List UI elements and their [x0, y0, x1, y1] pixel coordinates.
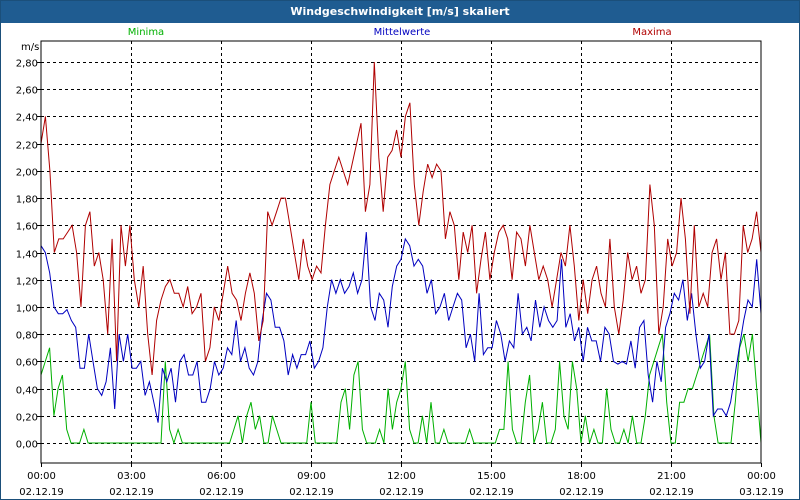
x-tick-date-label: 03.12.19: [739, 487, 784, 498]
x-tick-time-label: 06:00: [207, 471, 236, 482]
legend-mittelwerte: Mittelwerte: [374, 27, 431, 38]
series-line-maxima: [40, 61, 762, 376]
y-axis-label: m/s: [21, 42, 39, 53]
y-tick-label: 2,80: [16, 59, 38, 70]
x-tick-date-label: 02.12.19: [199, 487, 244, 498]
x-tick-time-label: 21:00: [657, 471, 686, 482]
x-tick-date-label: 02.12.19: [379, 487, 424, 498]
x-tick-date-label: 02.12.19: [469, 487, 514, 498]
legend-minima: Minima: [128, 27, 164, 38]
y-tick-label: 2,20: [16, 141, 38, 152]
y-tick-label: 0,60: [16, 358, 38, 369]
x-tick-date-label: 02.12.19: [19, 487, 64, 498]
y-tick-label: 0,40: [16, 386, 38, 397]
y-tick-label: 1,40: [16, 250, 38, 261]
x-tick-date-label: 02.12.19: [559, 487, 604, 498]
y-tick-label: 1,20: [16, 277, 38, 288]
x-tick-time-label: 15:00: [477, 471, 506, 482]
x-tick-time-label: 09:00: [297, 471, 326, 482]
series-line-minima: [40, 333, 762, 445]
x-tick-time-label: 00:00: [747, 471, 776, 482]
y-tick-label: 1,00: [16, 304, 38, 315]
y-tick-label: 0,20: [16, 413, 38, 424]
x-tick-time-label: 12:00: [387, 471, 416, 482]
y-tick-label: 2,00: [16, 168, 38, 179]
x-tick-date-label: 02.12.19: [109, 487, 154, 498]
legend-maxima: Maxima: [632, 27, 671, 38]
y-tick-label: 1,80: [16, 195, 38, 206]
y-tick-label: 1,60: [16, 222, 38, 233]
y-tick-label: 0,00: [16, 440, 38, 451]
x-tick-time-label: 00:00: [27, 471, 56, 482]
x-tick-date-label: 02.12.19: [289, 487, 334, 498]
window-title: Windgeschwindigkeit [m/s] skaliert: [1, 1, 799, 23]
x-tick-date-label: 02.12.19: [649, 487, 694, 498]
series-line-mittelwerte: [40, 232, 762, 423]
x-tick-time-label: 03:00: [117, 471, 146, 482]
y-tick-label: 2,40: [16, 113, 38, 124]
y-tick-label: 0,80: [16, 331, 38, 342]
y-tick-label: 2,60: [16, 86, 38, 97]
x-tick-time-label: 18:00: [567, 471, 596, 482]
